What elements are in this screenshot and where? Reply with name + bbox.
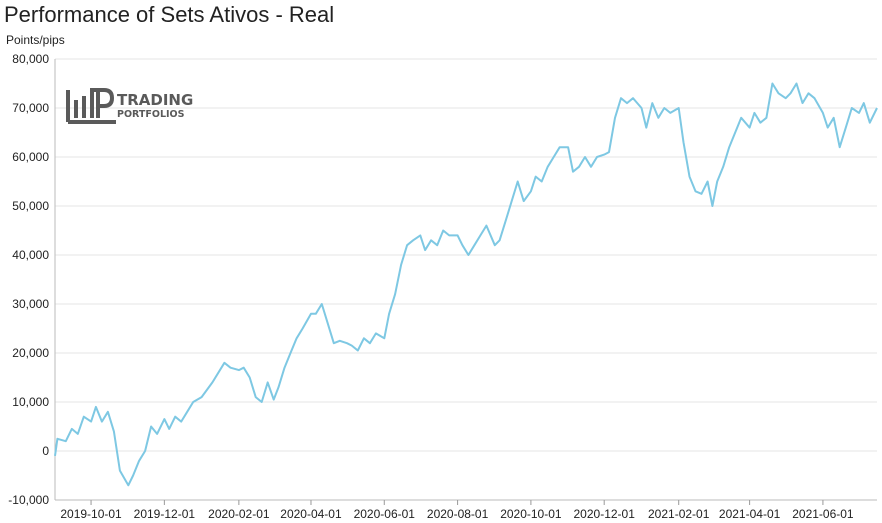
performance-series-line: [54, 82, 878, 487]
y-tick-label: 30,000: [12, 297, 49, 311]
logo-bars-icon: [66, 88, 116, 124]
x-tick-label: 2020-02-01: [208, 507, 270, 521]
logo-text-trading: TRADING: [117, 91, 193, 109]
y-tick-label: 70,000: [12, 101, 49, 115]
y-tick-label: 60,000: [12, 150, 49, 164]
trading-portfolios-logo: TRADING PORTFOLIOS: [66, 88, 193, 124]
y-tick-label: 80,000: [12, 52, 49, 66]
x-tick-label: 2020-06-01: [354, 507, 416, 521]
x-tick-label: 2020-10-01: [500, 507, 562, 521]
x-tick-label: 2020-12-01: [574, 507, 636, 521]
y-tick-label: 10,000: [12, 395, 49, 409]
y-tick-label: 50,000: [12, 199, 49, 213]
x-tick-label: 2021-06-01: [792, 507, 854, 521]
gridlines: [55, 58, 877, 452]
y-tick-label: 40,000: [12, 248, 49, 262]
x-tick-label: 2020-08-01: [427, 507, 489, 521]
x-axis-ticks: 2019-10-01 2019-12-01 2020-02-01 2020-04-01…: [60, 500, 854, 521]
y-axis-ticks: -10,000 0 10,000 20,000 30,000 40,000 50,000 60…: [8, 52, 49, 507]
x-tick-label: 2021-02-01: [648, 507, 710, 521]
x-tick-label: 2019-12-01: [134, 507, 196, 521]
y-tick-label: -10,000: [8, 493, 49, 507]
x-tick-label: 2019-10-01: [60, 507, 122, 521]
axes: [54, 59, 877, 501]
y-axis-unit-label: Points/pips: [6, 33, 65, 47]
y-tick-label: 20,000: [12, 346, 49, 360]
x-tick-label: 2020-04-01: [280, 507, 342, 521]
chart-title: Performance of Sets Ativos - Real: [4, 2, 335, 27]
logo-text-portfolios: PORTFOLIOS: [117, 109, 185, 120]
y-tick-label: 0: [42, 444, 49, 458]
x-tick-label: 2021-04-01: [719, 507, 781, 521]
